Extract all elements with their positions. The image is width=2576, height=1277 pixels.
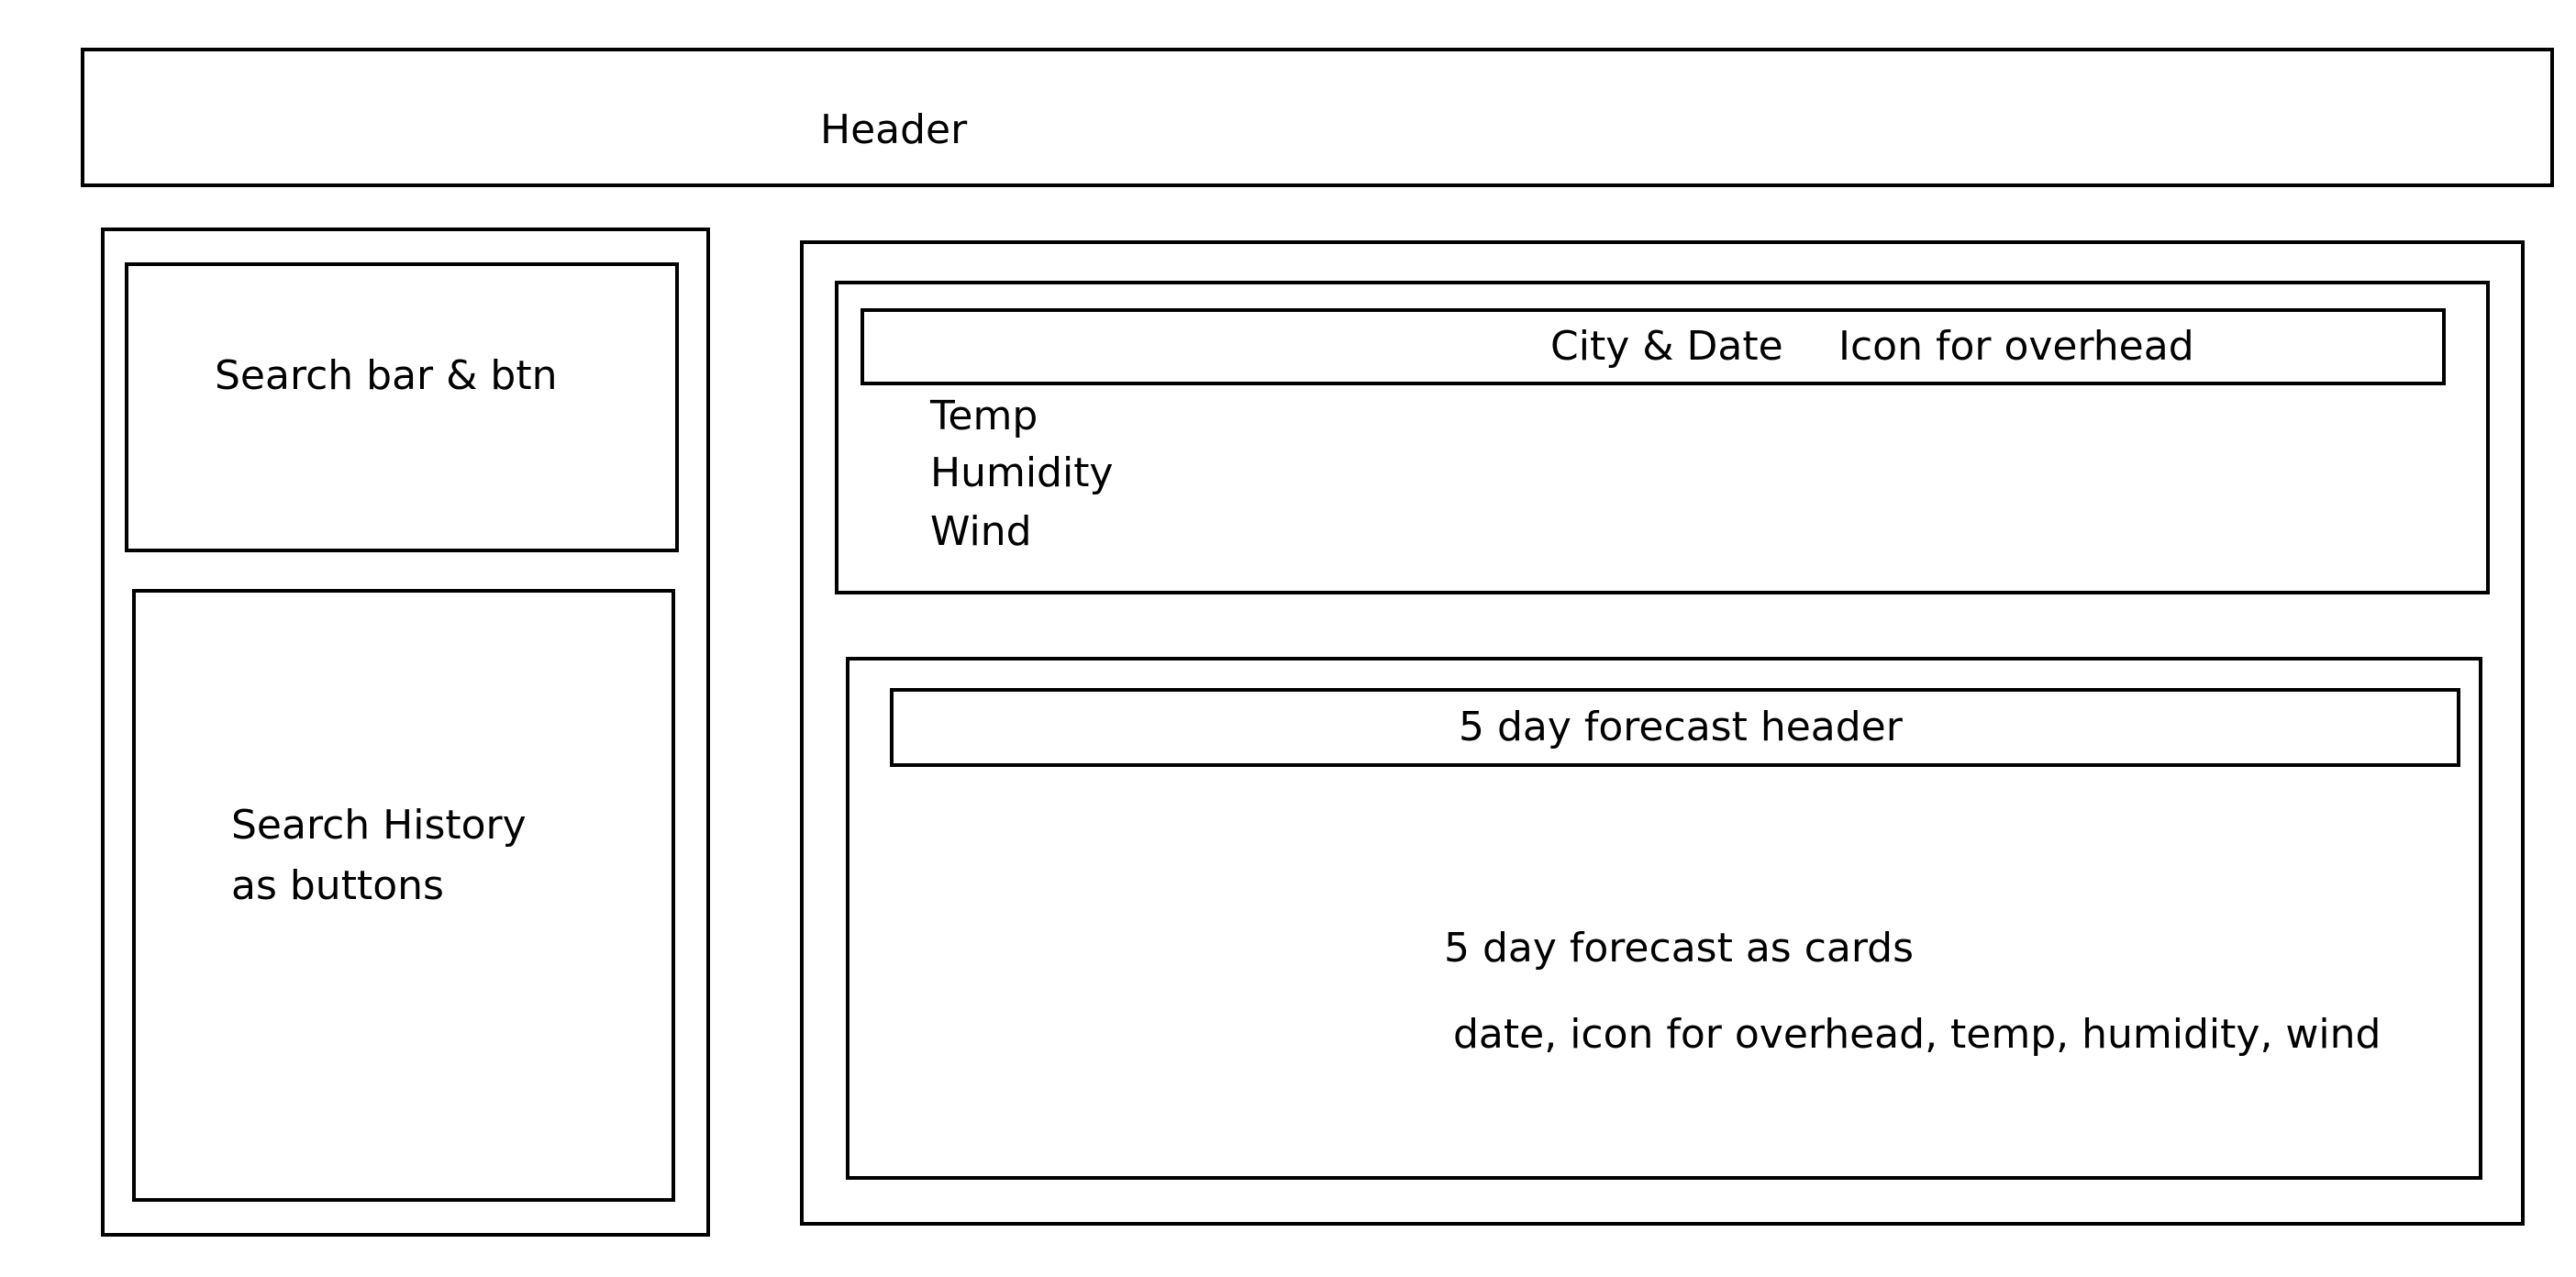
humidity-label: Humidity: [930, 450, 1114, 496]
city-date-label: City & Date: [1550, 323, 1783, 370]
search-history-label-line1: Search History: [231, 802, 527, 849]
current-weather-header-box: [861, 308, 2446, 385]
header-label: Header: [820, 106, 968, 153]
search-label: Search bar & btn: [215, 352, 558, 399]
wind-label: Wind: [930, 508, 1032, 555]
search-box: [125, 262, 679, 552]
forecast-header-label: 5 day forecast header: [1459, 704, 1903, 750]
forecast-cards-fields-label: date, icon for overhead, temp, humidity,…: [1453, 1011, 2382, 1058]
search-history-label-line2: as buttons: [231, 862, 444, 909]
icon-overhead-label: Icon for overhead: [1838, 323, 2194, 370]
search-history-box: [132, 589, 675, 1202]
forecast-header-box: [890, 688, 2460, 767]
header-box: [81, 48, 2554, 187]
forecast-cards-label: 5 day forecast as cards: [1444, 925, 1915, 972]
temp-label: Temp: [930, 393, 1038, 439]
